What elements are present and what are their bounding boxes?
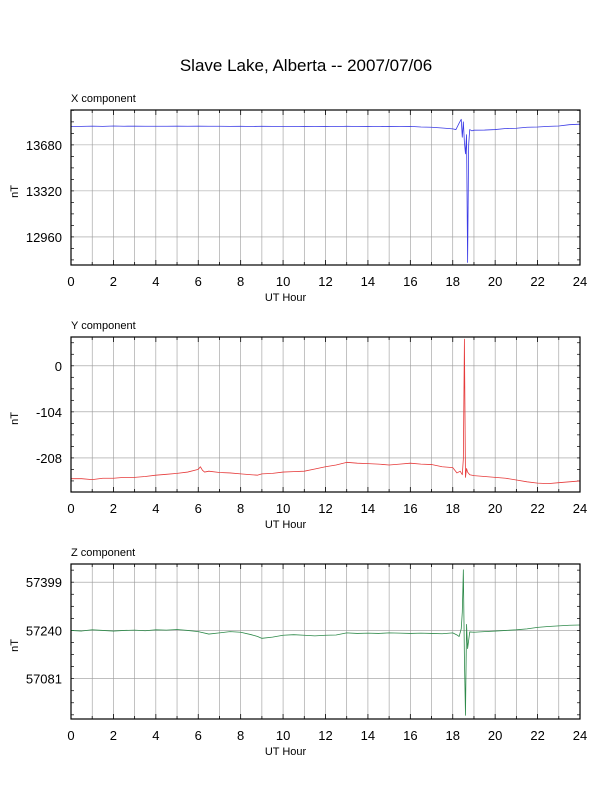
x-tick-label: 16 [403,728,417,743]
x-tick-label: 4 [152,728,159,743]
y-tick-label: 57081 [26,672,62,687]
y-tick-label: 12960 [26,230,62,245]
x-tick-label: 20 [488,728,502,743]
x-tick-label: 24 [573,274,587,289]
panel-title: Z component [71,547,135,559]
y-tick-label: -208 [36,451,62,466]
y-tick-label: 0 [55,359,62,374]
x-tick-label: 6 [195,274,202,289]
x-axis-label: UT Hour [265,746,307,758]
y-tick-label: -104 [36,405,62,420]
panel-title: X component [71,93,136,105]
x-tick-label: 12 [318,501,332,516]
y-axis-label: nT [9,412,21,425]
x-axis-label: UT Hour [265,519,307,531]
x-tick-label: 8 [237,274,244,289]
y-tick-label: 57399 [26,575,62,590]
x-tick-label: 14 [361,274,375,289]
x-tick-label: 4 [152,274,159,289]
x-tick-label: 18 [446,728,460,743]
series-line [70,569,581,716]
x-tick-label: 0 [67,274,74,289]
x-tick-label: 2 [110,274,117,289]
y-tick-label: 57240 [26,623,62,638]
x-tick-label: 22 [530,728,544,743]
x-tick-label: 18 [446,501,460,516]
y-axis-label: nT [9,639,21,652]
x-tick-label: 16 [403,501,417,516]
x-tick-label: 24 [573,728,587,743]
x-axis-label: UT Hour [265,292,307,304]
plot-frame [70,336,581,493]
x-tick-label: 14 [361,728,375,743]
x-tick-label: 6 [195,728,202,743]
plot-frame [70,109,581,266]
page-title: Slave Lake, Alberta -- 2007/07/06 [179,56,433,75]
x-tick-label: 22 [530,274,544,289]
x-tick-label: 14 [361,501,375,516]
series-line [71,338,581,484]
x-tick-label: 8 [237,501,244,516]
x-tick-label: 0 [67,501,74,516]
x-tick-label: 22 [530,501,544,516]
x-tick-label: 2 [110,728,117,743]
y-tick-label: 13320 [26,184,62,199]
x-tick-label: 18 [446,274,460,289]
x-tick-label: 10 [276,274,290,289]
x-tick-label: 8 [237,728,244,743]
x-tick-label: 20 [488,274,502,289]
x-tick-label: 16 [403,274,417,289]
x-tick-label: 2 [110,501,117,516]
x-tick-label: 12 [318,728,332,743]
x-tick-label: 20 [488,501,502,516]
x-tick-label: 10 [276,728,290,743]
x-tick-label: 0 [67,728,74,743]
x-tick-label: 24 [573,501,587,516]
plot-frame [70,563,581,720]
x-tick-label: 6 [195,501,202,516]
y-tick-label: 13680 [26,138,62,153]
x-tick-label: 10 [276,501,290,516]
x-tick-label: 12 [318,274,332,289]
panel-title: Y component [71,320,136,332]
series-line [71,118,581,263]
x-tick-label: 4 [152,501,159,516]
y-axis-label: nT [9,185,21,198]
